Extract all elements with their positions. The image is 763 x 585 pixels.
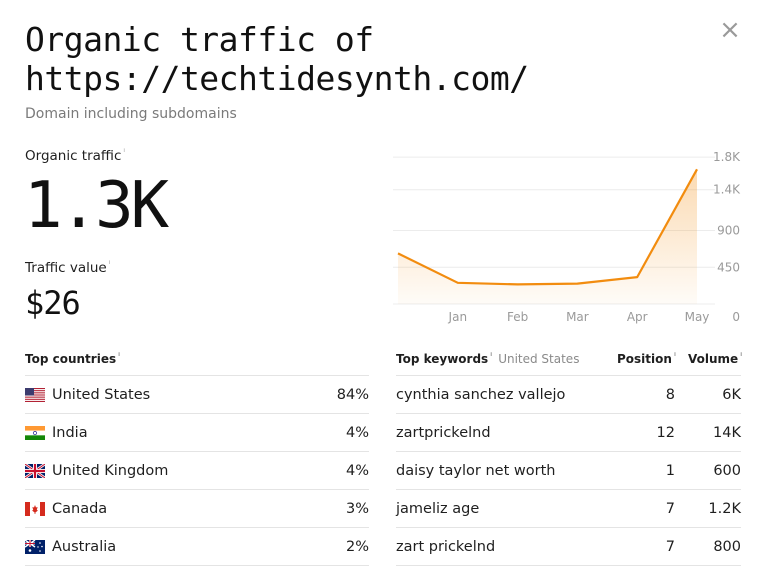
info-icon[interactable]: ⁱ	[108, 260, 111, 270]
country-row[interactable]: Australia 2%	[24, 528, 369, 566]
traffic-area	[398, 169, 697, 304]
country-share: 4%	[345, 424, 369, 441]
keyword-row[interactable]: zart prickelnd 7 800	[396, 528, 741, 566]
keyword-row[interactable]: daisy taylor net worth 1 600	[396, 452, 741, 490]
country-name[interactable]: United Kingdom	[52, 462, 169, 479]
uk-flag-icon	[24, 462, 46, 479]
keyword-text[interactable]: zart prickelnd	[396, 538, 496, 555]
x-tick-label: Jan	[448, 310, 468, 324]
keyword-position: 7	[665, 538, 675, 555]
organic-traffic-value: 1.3K	[24, 169, 169, 243]
x-tick-label: Feb	[507, 310, 528, 324]
au-flag-icon	[24, 538, 45, 554]
position-header-text: Position	[617, 352, 672, 366]
keyword-position: 8	[665, 386, 675, 403]
keyword-row[interactable]: jameliz age 7 1.2K	[396, 490, 741, 528]
in-flag-icon	[25, 425, 45, 440]
close-icon[interactable]: ×	[719, 15, 741, 45]
keyword-volume: 1.2K	[708, 500, 741, 517]
traffic-value-amount: $26	[25, 284, 81, 322]
info-icon[interactable]: ⁱ	[123, 148, 126, 158]
x-tick-label: May	[685, 310, 710, 324]
x-tick-label: Apr	[627, 310, 648, 324]
country-name[interactable]: Canada	[52, 500, 108, 517]
top-keywords-list: cynthia sanchez vallejo 8 6K zartprickelnd 1…	[396, 375, 741, 566]
ca-flag-icon	[25, 501, 45, 516]
x-tick-label: Mar	[566, 310, 589, 324]
top-keywords-title: Top keywords	[396, 352, 489, 366]
keyword-text[interactable]: zartprickelnd	[396, 424, 491, 441]
y-tick-label: 1.4K	[713, 183, 741, 197]
country-share: 2%	[345, 538, 369, 555]
traffic-line	[397, 168, 698, 286]
country-name[interactable]: India	[52, 424, 88, 441]
keywords-region[interactable]: United States	[498, 352, 580, 366]
keyword-row[interactable]: cynthia sanchez vallejo 8 6K	[396, 376, 741, 414]
volume-header[interactable]: Volume ⁱ	[688, 352, 742, 366]
country-share: 3%	[345, 500, 369, 517]
keyword-text[interactable]: daisy taylor net worth	[396, 462, 556, 479]
keyword-position: 12	[656, 424, 675, 441]
keyword-row[interactable]: zartprickelnd 12 14K	[396, 414, 741, 452]
info-icon[interactable]: ⁱ	[740, 352, 743, 362]
info-icon[interactable]: ⁱ	[490, 352, 493, 362]
keyword-volume: 600	[713, 462, 741, 479]
country-row[interactable]: United States 84%	[25, 376, 369, 414]
country-row[interactable]: United Kingdom 4%	[24, 452, 369, 490]
info-icon[interactable]: ⁱ	[673, 352, 676, 362]
position-header[interactable]: Position ⁱ	[617, 352, 676, 366]
info-icon[interactable]: ⁱ	[118, 352, 121, 362]
country-row[interactable]: India 4%	[25, 414, 369, 452]
y-tick-label: 900	[717, 224, 740, 238]
y-tick-label: 1.8K	[713, 150, 741, 164]
keyword-position: 7	[665, 500, 675, 517]
country-name[interactable]: United States	[52, 386, 151, 403]
country-row[interactable]: Canada 3%	[25, 490, 369, 528]
organic-traffic-label: Organic traffic ⁱ	[25, 148, 125, 164]
top-keywords-header: Top keywords ⁱ United States	[396, 352, 579, 366]
traffic-value-label: Traffic value ⁱ	[25, 260, 110, 276]
country-share: 84%	[336, 386, 369, 403]
page-subtitle: Domain including subdomains	[25, 106, 237, 122]
organic-traffic-label-text: Organic traffic	[25, 148, 122, 164]
keyword-volume: 800	[713, 538, 741, 555]
country-share: 4%	[345, 462, 369, 479]
y-tick-label: 0	[732, 310, 740, 324]
top-countries-header: Top countries ⁱ	[25, 352, 120, 366]
keyword-text[interactable]: cynthia sanchez vallejo	[396, 386, 566, 403]
country-name[interactable]: Australia	[52, 538, 117, 555]
traffic-value-label-text: Traffic value	[25, 260, 107, 276]
top-countries-title: Top countries	[25, 352, 117, 366]
keyword-volume: 6K	[722, 386, 741, 403]
volume-header-text: Volume	[688, 352, 739, 366]
keyword-position: 1	[665, 462, 675, 479]
page-title: Organic traffic of https://techtidesynth…	[25, 20, 529, 98]
keyword-text[interactable]: jameliz age	[396, 500, 480, 517]
top-countries-list: United States 84% India 4% United Kingdom 4% C…	[24, 375, 369, 566]
traffic-chart: 1.8K 1.4K 900 450 0 Jan Feb Mar Apr May	[393, 150, 741, 324]
us-flag-icon	[25, 387, 45, 402]
y-tick-label: 450	[717, 260, 740, 274]
keyword-volume: 14K	[713, 424, 741, 441]
